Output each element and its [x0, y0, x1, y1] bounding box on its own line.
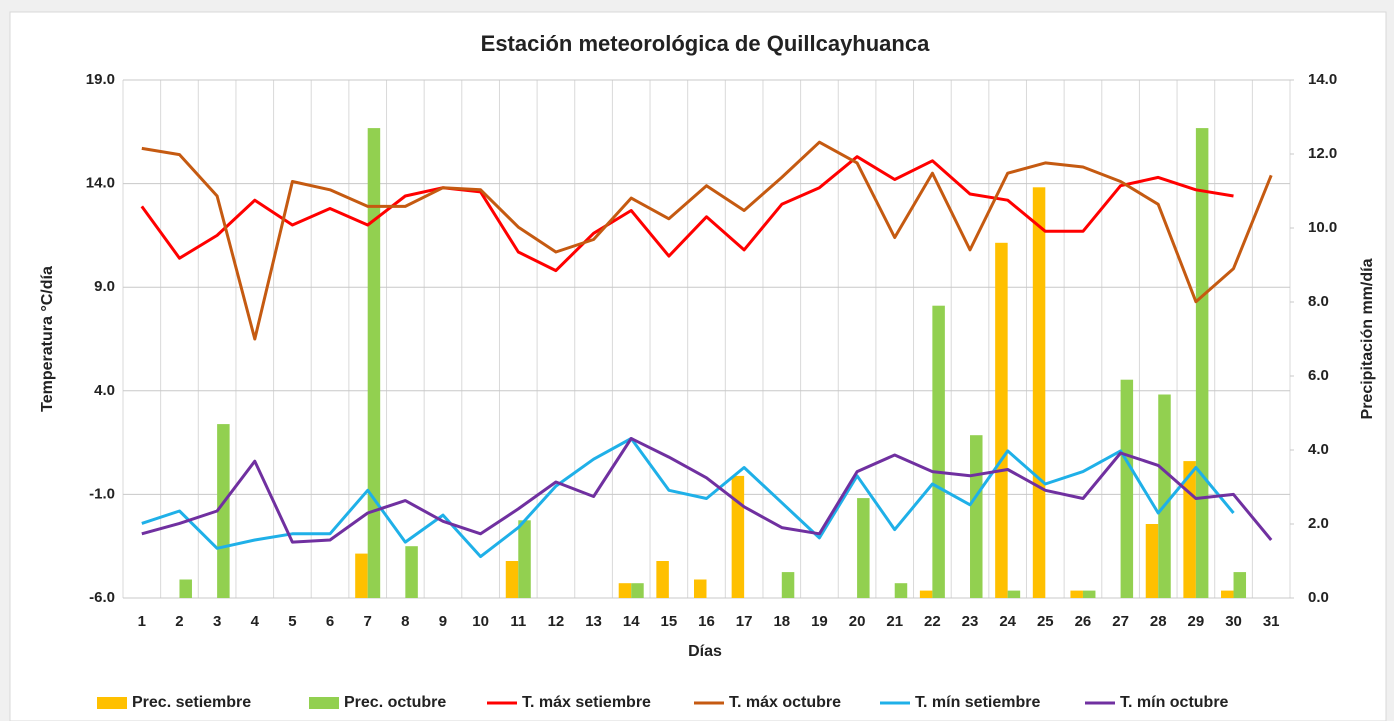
- line-series: [140, 155, 1234, 273]
- bar: [781, 572, 795, 598]
- line-series: [141, 437, 1235, 559]
- x-axis-title: Días: [688, 643, 722, 660]
- x-tick-label: 26: [1075, 613, 1092, 630]
- x-tick-label: 15: [661, 613, 678, 630]
- x-tick-label: 18: [773, 613, 790, 630]
- x-tick-label: 31: [1263, 613, 1280, 630]
- legend-label: Prec. octubre: [344, 694, 446, 711]
- legend-label: T. máx setiembre: [522, 694, 651, 711]
- x-tick-label: 5: [288, 613, 296, 630]
- x-tick-label: 17: [736, 613, 753, 630]
- x-tick-label: 25: [1037, 613, 1054, 630]
- x-tick-label: 3: [213, 613, 221, 630]
- x-tick-label: 10: [472, 613, 489, 630]
- x-tick-label: 22: [924, 613, 941, 630]
- bar: [631, 583, 644, 598]
- y2-tick-label: 12.0: [1308, 145, 1337, 162]
- chart-title: Estación meteorológica de Quillcayhuanca: [481, 31, 930, 56]
- bar: [731, 475, 745, 598]
- y2-tick-label: 8.0: [1308, 293, 1329, 310]
- bar: [694, 579, 707, 598]
- x-tick-label: 2: [175, 613, 183, 630]
- legend-label: Prec. setiembre: [132, 694, 251, 711]
- x-tick-label: 21: [886, 613, 903, 630]
- y-tick-label: 19.0: [86, 71, 115, 88]
- chart-frame: [9, 11, 1387, 721]
- bar: [518, 520, 531, 598]
- bar: [1082, 590, 1096, 598]
- bar: [1007, 590, 1021, 598]
- y2-tick-label: 4.0: [1308, 441, 1329, 458]
- bar: [656, 561, 669, 598]
- x-tick-label: 16: [698, 613, 715, 630]
- bar: [505, 561, 519, 598]
- x-tick-label: 27: [1112, 613, 1129, 630]
- line-series: [141, 140, 1273, 341]
- y-axis-title: Temperatura °C/día: [39, 266, 56, 412]
- bar: [367, 128, 381, 598]
- bar: [894, 583, 908, 598]
- y2-tick-label: 0.0: [1308, 589, 1329, 606]
- legend-swatch: [309, 697, 339, 709]
- bar: [1032, 187, 1046, 599]
- x-tick-label: 11: [510, 613, 526, 630]
- bar: [405, 546, 418, 598]
- bar: [1145, 524, 1159, 598]
- x-tick-label: 14: [623, 613, 640, 630]
- x-tick-label: 19: [811, 613, 828, 630]
- bar: [919, 590, 933, 598]
- bar: [618, 583, 632, 598]
- bar: [217, 424, 230, 598]
- bar: [1195, 128, 1209, 598]
- x-tick-label: 24: [999, 613, 1016, 630]
- y-tick-label: 14.0: [86, 175, 115, 192]
- x-tick-label: 8: [401, 613, 409, 630]
- legend-swatch: [97, 697, 127, 709]
- y-tick-label: -6.0: [89, 589, 115, 606]
- bar: [355, 553, 368, 598]
- x-tick-label: 6: [326, 613, 334, 630]
- y2-tick-label: 2.0: [1308, 515, 1329, 532]
- y-tick-label: -1.0: [89, 485, 115, 502]
- bar: [970, 435, 983, 598]
- bar: [1158, 394, 1171, 598]
- x-tick-label: 29: [1188, 613, 1205, 630]
- bar: [1120, 379, 1134, 598]
- y2-axis-title: Precipitación mm/día: [1359, 258, 1376, 419]
- bar: [1233, 572, 1247, 598]
- x-tick-label: 13: [585, 613, 602, 630]
- x-tick-label: 4: [251, 613, 260, 630]
- x-tick-label: 20: [849, 613, 866, 630]
- legend-label: T. máx octubre: [729, 694, 841, 711]
- x-tick-label: 23: [962, 613, 979, 630]
- bar: [932, 305, 945, 598]
- x-tick-label: 7: [364, 613, 372, 630]
- x-tick-label: 1: [138, 613, 146, 630]
- x-tick-label: 28: [1150, 613, 1167, 630]
- bar: [995, 242, 1008, 599]
- bar: [857, 498, 870, 598]
- y2-tick-label: 10.0: [1308, 219, 1337, 236]
- line-series: [141, 437, 1273, 544]
- legend-label: T. mín setiembre: [915, 694, 1040, 711]
- y2-tick-label: 14.0: [1308, 71, 1337, 88]
- bar: [179, 579, 192, 598]
- y2-tick-label: 6.0: [1308, 367, 1329, 384]
- x-tick-label: 12: [548, 613, 565, 630]
- y-tick-label: 4.0: [94, 382, 115, 399]
- bar: [1221, 590, 1234, 598]
- legend-label: T. mín octubre: [1120, 694, 1229, 711]
- x-tick-label: 30: [1225, 613, 1242, 630]
- bar: [1070, 590, 1083, 598]
- y-tick-label: 9.0: [94, 278, 115, 295]
- x-tick-label: 9: [439, 613, 447, 630]
